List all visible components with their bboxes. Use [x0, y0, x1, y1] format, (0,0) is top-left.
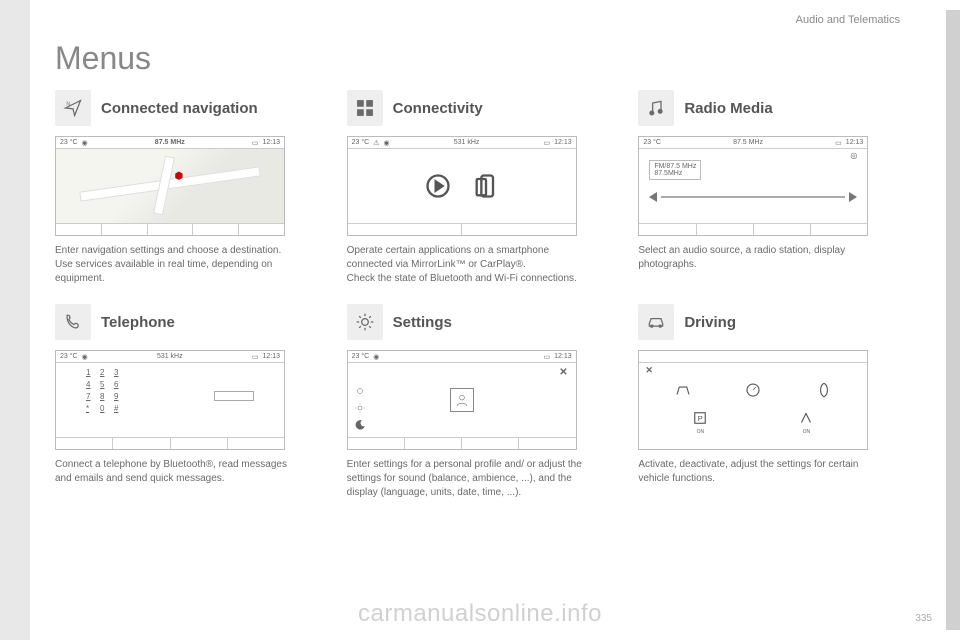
- card-title: Connectivity: [393, 100, 483, 117]
- status-time: 12:13: [262, 353, 280, 360]
- card-driving: Driving ✕ P ON ON: [638, 304, 910, 500]
- card-telephone: Telephone 23 °C ◉ 531 kHz ▭ 12:13 123 45…: [55, 304, 327, 500]
- card-title: Telephone: [101, 314, 175, 331]
- card-desc: Operate certain applications on a smartp…: [347, 244, 597, 286]
- menu-grid: N Connected navigation 23 °C ◉ 87.5 MHz …: [55, 90, 910, 500]
- eco-icon: [815, 381, 833, 399]
- card-desc: Enter navigation settings and choose a d…: [55, 244, 305, 286]
- connectivity-screenshot: 23 °C ⚠◉ 531 kHz ▭ 12:13: [347, 136, 577, 236]
- grid-icon: [347, 90, 383, 126]
- phone-mirror-icon: [472, 172, 500, 200]
- close-icon: ✕: [559, 367, 567, 378]
- car-lane-icon: [674, 381, 692, 399]
- status-time: 12:13: [262, 139, 280, 146]
- speed-icon: [744, 381, 762, 399]
- card-radio: Radio Media 23 °C 87.5 MHz ▭ 12:13 ◎ FM/…: [638, 90, 910, 286]
- tuner-slider: [649, 192, 857, 202]
- settings-screenshot: 23 °C ◉▭ 12:13 ✕: [347, 350, 577, 450]
- breadcrumb: Audio and Telematics: [796, 14, 900, 26]
- card-title: Driving: [684, 314, 736, 331]
- radio-freq: 87.5MHz: [654, 170, 696, 177]
- status-time: 12:13: [846, 139, 864, 146]
- svg-text:P: P: [698, 414, 703, 423]
- gear-icon: [347, 304, 383, 340]
- music-note-icon: [638, 90, 674, 126]
- card-settings: Settings 23 °C ◉▭ 12:13 ✕ Enter se: [347, 304, 619, 500]
- status-time: 12:13: [554, 353, 572, 360]
- on-label: ON: [691, 429, 709, 435]
- on-label: ON: [797, 429, 815, 435]
- status-freq: 87.5 MHz: [155, 139, 185, 146]
- watermark: carmanualsonline.info: [0, 600, 960, 628]
- card-desc: Activate, deactivate, adjust the setting…: [638, 458, 888, 486]
- card-navigation: N Connected navigation 23 °C ◉ 87.5 MHz …: [55, 90, 327, 286]
- play-circle-icon: [424, 172, 452, 200]
- card-connectivity: Connectivity 23 °C ⚠◉ 531 kHz ▭ 12:13 Op…: [347, 90, 619, 286]
- person-icon: [450, 388, 474, 412]
- card-title: Settings: [393, 314, 452, 331]
- status-freq: 531 kHz: [157, 353, 183, 360]
- assist-icon: [797, 409, 815, 427]
- status-temp: 23 °C: [60, 139, 78, 146]
- status-temp: 23 °C: [352, 353, 370, 360]
- right-margin-bar: [946, 10, 960, 630]
- dialpad: 123 456 789 *0#: [86, 367, 128, 415]
- card-desc: Select an audio source, a radio station,…: [638, 244, 888, 272]
- phone-icon: [55, 304, 91, 340]
- card-desc: Enter settings for a personal profile an…: [347, 458, 597, 500]
- page-number: 335: [915, 613, 932, 624]
- parking-icon: P: [691, 409, 709, 427]
- status-freq: 87.5 MHz: [733, 139, 763, 146]
- radio-screenshot: 23 °C 87.5 MHz ▭ 12:13 ◎ FM/87.5 MHz 87.…: [638, 136, 868, 236]
- status-temp: 23 °C: [60, 353, 78, 360]
- svg-text:N: N: [66, 102, 70, 108]
- card-title: Connected navigation: [101, 100, 258, 117]
- status-temp: 23 °C: [643, 139, 661, 146]
- page-title: Menus: [55, 40, 151, 77]
- card-desc: Connect a telephone by Bluetooth®, read …: [55, 458, 305, 486]
- status-time: 12:13: [554, 139, 572, 146]
- status-freq: 531 kHz: [454, 139, 480, 146]
- telephone-screenshot: 23 °C ◉ 531 kHz ▭ 12:13 123 456 789 *0#: [55, 350, 285, 450]
- close-icon: ✕: [645, 365, 653, 376]
- car-icon: [638, 304, 674, 340]
- left-margin-bar: [0, 0, 30, 640]
- radio-band: FM/87.5 MHz: [654, 163, 696, 170]
- driving-screenshot: ✕ P ON ON: [638, 350, 868, 450]
- brightness-icon: [354, 402, 366, 414]
- moon-icon: [354, 419, 366, 431]
- status-temp: 23 °C: [352, 139, 370, 146]
- navigation-icon: N: [55, 90, 91, 126]
- card-title: Radio Media: [684, 100, 772, 117]
- navigation-screenshot: 23 °C ◉ 87.5 MHz ▭ 12:13 ⬢: [55, 136, 285, 236]
- gear-small-icon: [354, 385, 366, 397]
